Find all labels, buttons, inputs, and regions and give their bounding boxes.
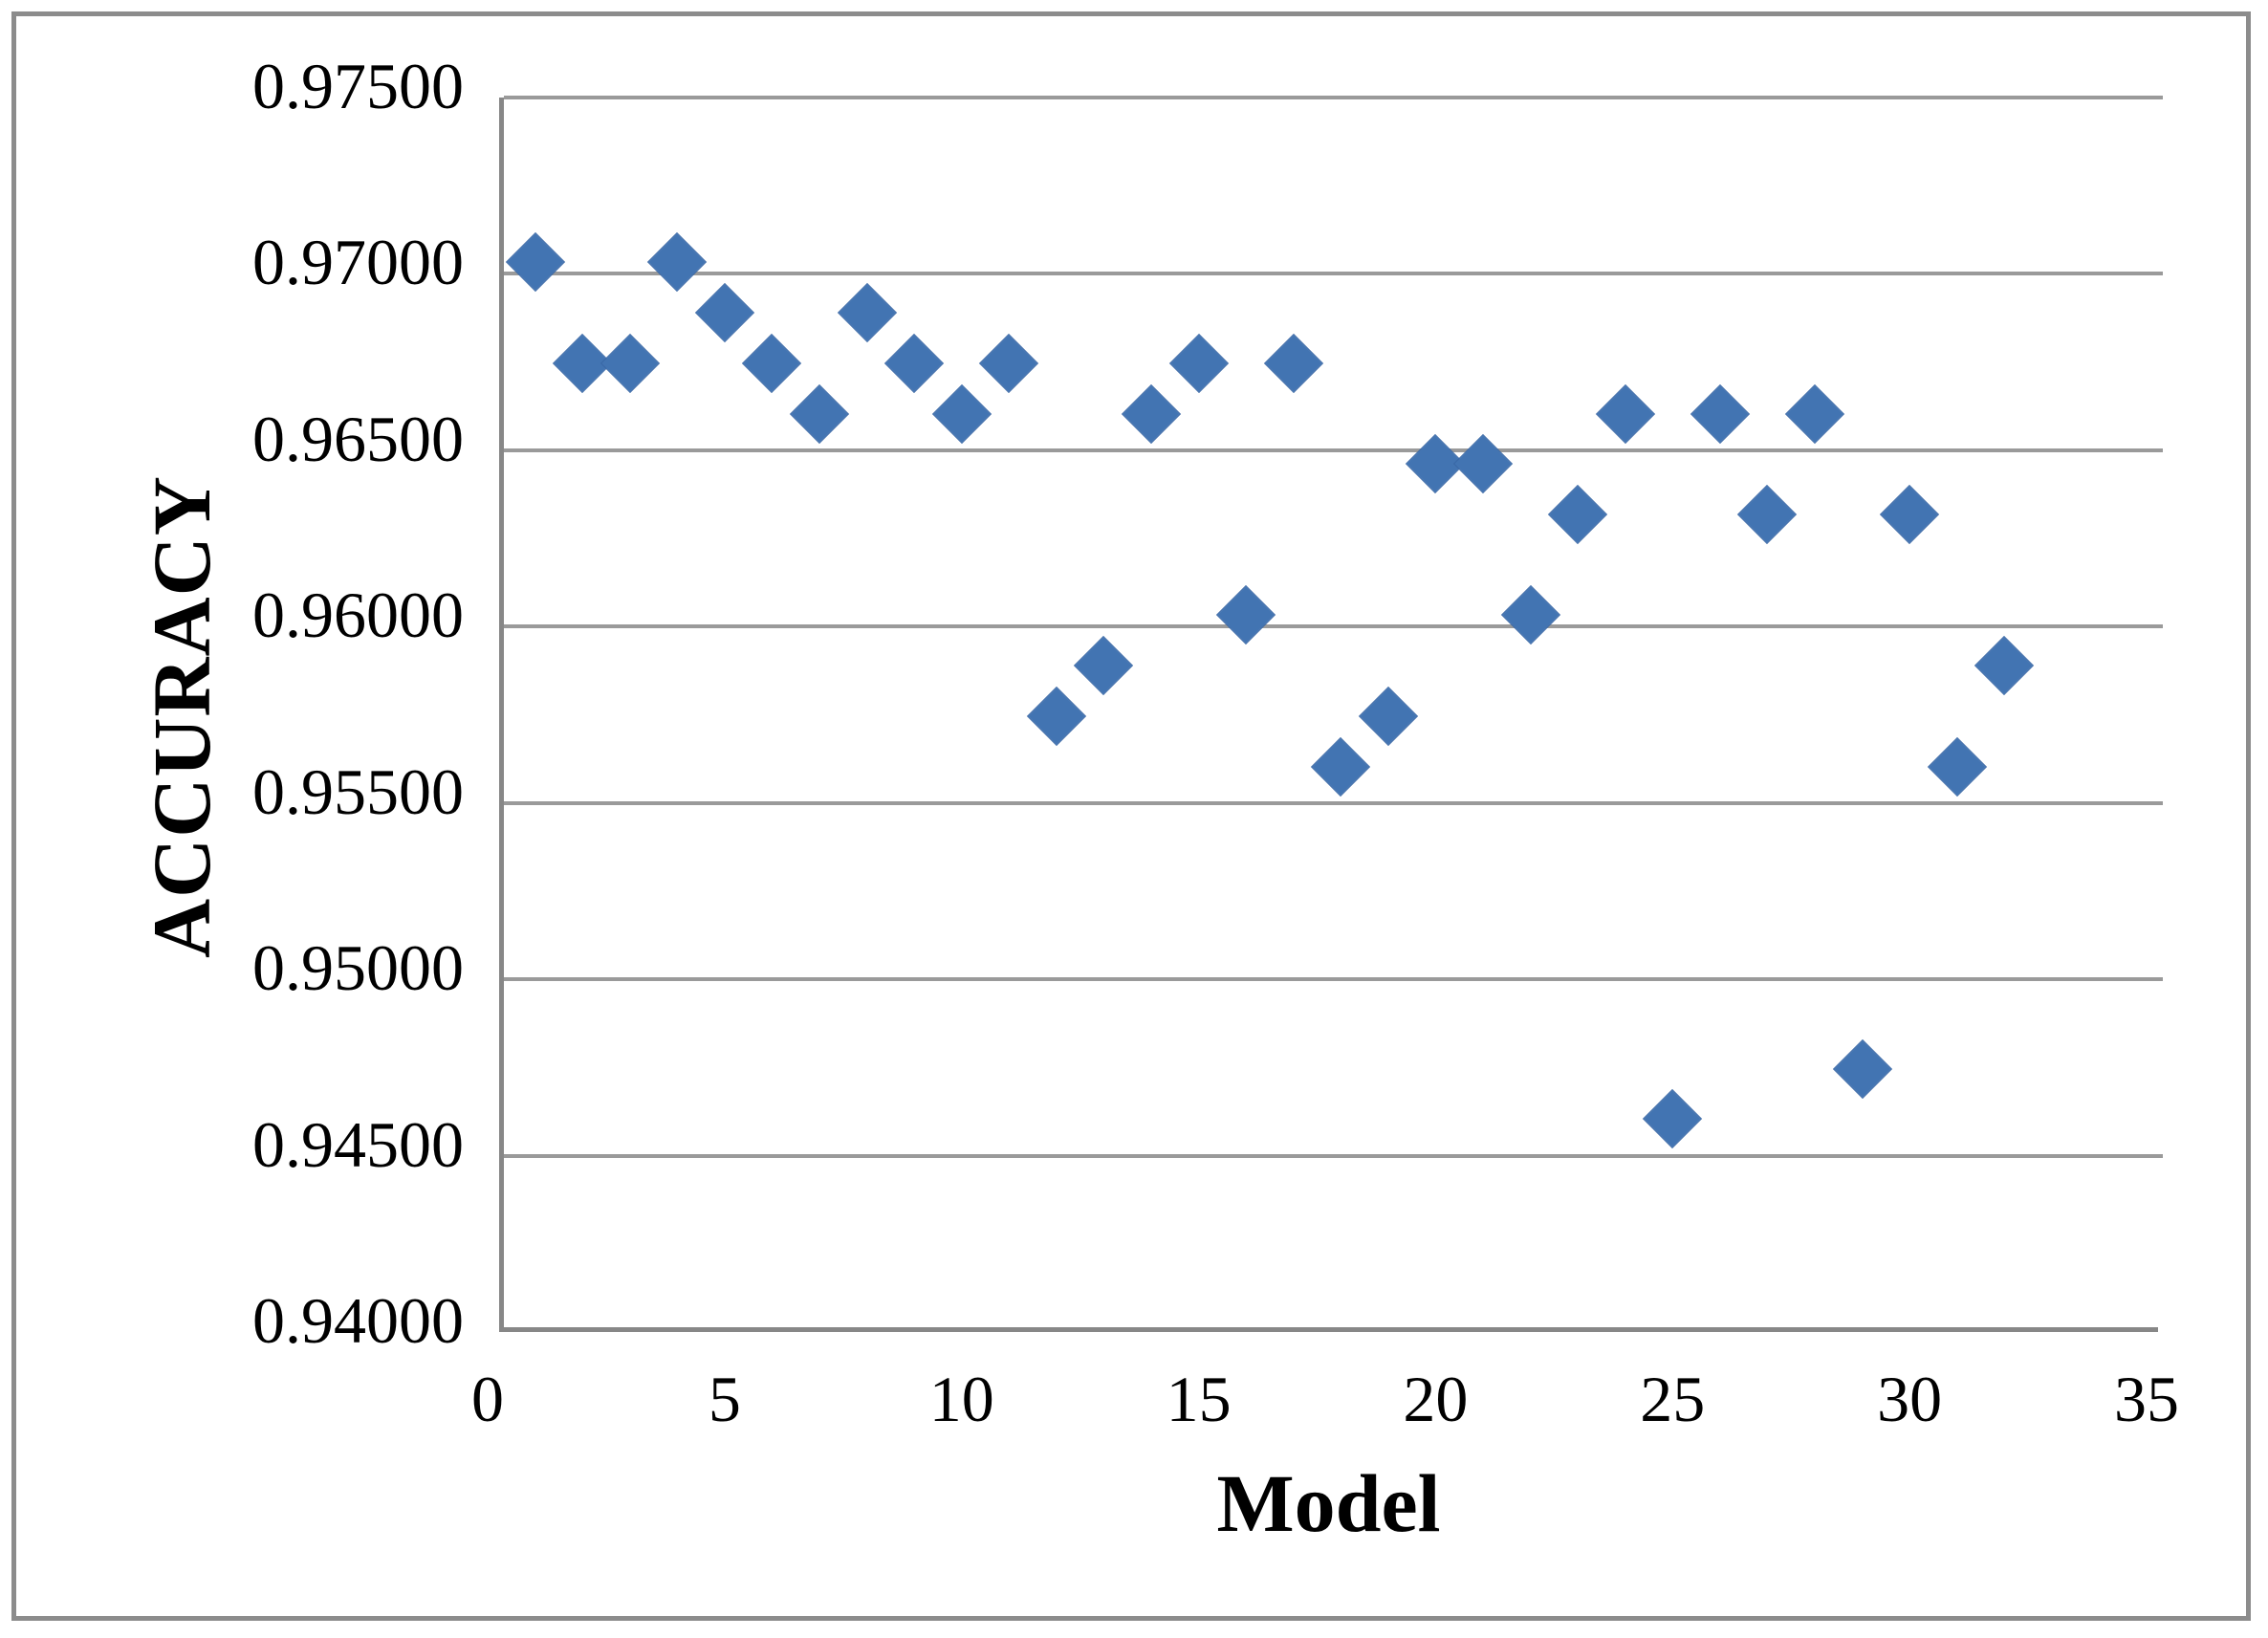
y-tick-label: 0.97500 — [252, 50, 464, 122]
x-axis-title: Model — [1216, 1457, 1441, 1549]
x-tick-label: 15 — [1166, 1363, 1232, 1435]
x-tick-label: 25 — [1640, 1363, 1706, 1435]
gridline — [504, 1153, 2163, 1158]
gridline — [504, 448, 2163, 452]
y-tick-label: 0.94500 — [252, 1107, 464, 1181]
gridline — [504, 272, 2163, 276]
plot-area — [499, 96, 2163, 1332]
gridline — [504, 977, 2163, 982]
y-tick-label: 0.94000 — [252, 1284, 464, 1357]
x-tick-label: 10 — [928, 1363, 994, 1435]
gridline — [504, 800, 2163, 805]
gridline — [504, 96, 2163, 99]
y-axis-title: ACCURACY — [136, 475, 228, 959]
x-tick-label: 30 — [1877, 1363, 1943, 1435]
y-tick-label: 0.96500 — [252, 402, 464, 475]
y-tick-label: 0.95000 — [252, 931, 464, 1005]
x-tick-label: 20 — [1403, 1363, 1469, 1435]
y-tick-label: 0.96000 — [252, 579, 464, 652]
gridline — [504, 624, 2163, 629]
x-tick-label: 5 — [708, 1363, 741, 1435]
x-tick-label: 35 — [2114, 1363, 2179, 1435]
figure-border: ACCURACY Model 0.97500 0.97000 0.96500 0.96… — [11, 11, 2251, 1621]
y-tick-label: 0.95500 — [252, 754, 464, 828]
x-tick-label: 0 — [471, 1363, 504, 1435]
y-tick-label: 0.97000 — [252, 226, 464, 299]
